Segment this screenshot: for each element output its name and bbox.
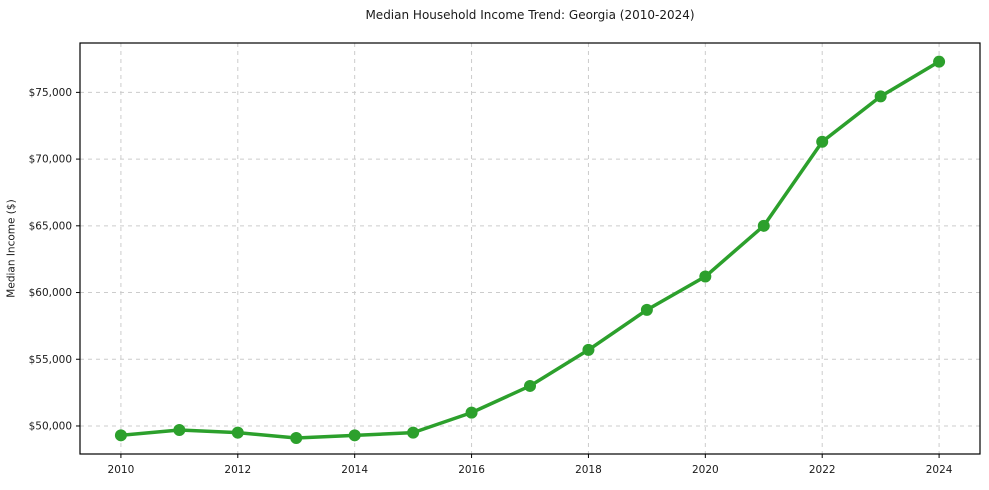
data-point-2024 bbox=[933, 55, 946, 68]
x-tick-label: 2020 bbox=[692, 464, 719, 476]
data-point-2014 bbox=[348, 429, 361, 442]
y-tick-label: $65,000 bbox=[29, 220, 72, 232]
data-point-2013 bbox=[290, 431, 303, 444]
data-point-2010 bbox=[114, 429, 127, 442]
x-tick-label: 2010 bbox=[108, 464, 135, 476]
data-point-2017 bbox=[524, 379, 536, 392]
data-point-2021 bbox=[757, 219, 770, 232]
x-tick-label: 2014 bbox=[341, 464, 368, 476]
x-tick-label: 2018 bbox=[575, 464, 602, 476]
y-tick-label: $50,000 bbox=[29, 420, 72, 432]
data-point-2012 bbox=[231, 426, 244, 439]
plot-border bbox=[79, 42, 981, 455]
y-axis-label: Median Income ($) bbox=[5, 199, 18, 298]
y-tick-label: $55,000 bbox=[29, 354, 72, 366]
y-tick-label: $70,000 bbox=[29, 154, 72, 166]
data-point-2023 bbox=[874, 90, 887, 103]
data-point-2019 bbox=[640, 303, 653, 316]
data-point-2018 bbox=[582, 343, 595, 356]
data-point-2015 bbox=[407, 426, 420, 439]
x-tick-label: 2012 bbox=[224, 464, 251, 476]
data-point-2022 bbox=[816, 135, 829, 148]
data-point-2016 bbox=[465, 406, 478, 419]
y-tick-label: $60,000 bbox=[29, 287, 72, 299]
x-tick-label: 2016 bbox=[458, 464, 485, 476]
data-point-2011 bbox=[173, 423, 186, 436]
chart-title: Median Household Income Trend: Georgia (… bbox=[365, 8, 695, 22]
data-point-2020 bbox=[699, 270, 712, 283]
y-tick-label: $75,000 bbox=[29, 87, 72, 99]
x-tick-label: 2022 bbox=[809, 464, 836, 476]
x-tick-label: 2024 bbox=[926, 464, 953, 476]
